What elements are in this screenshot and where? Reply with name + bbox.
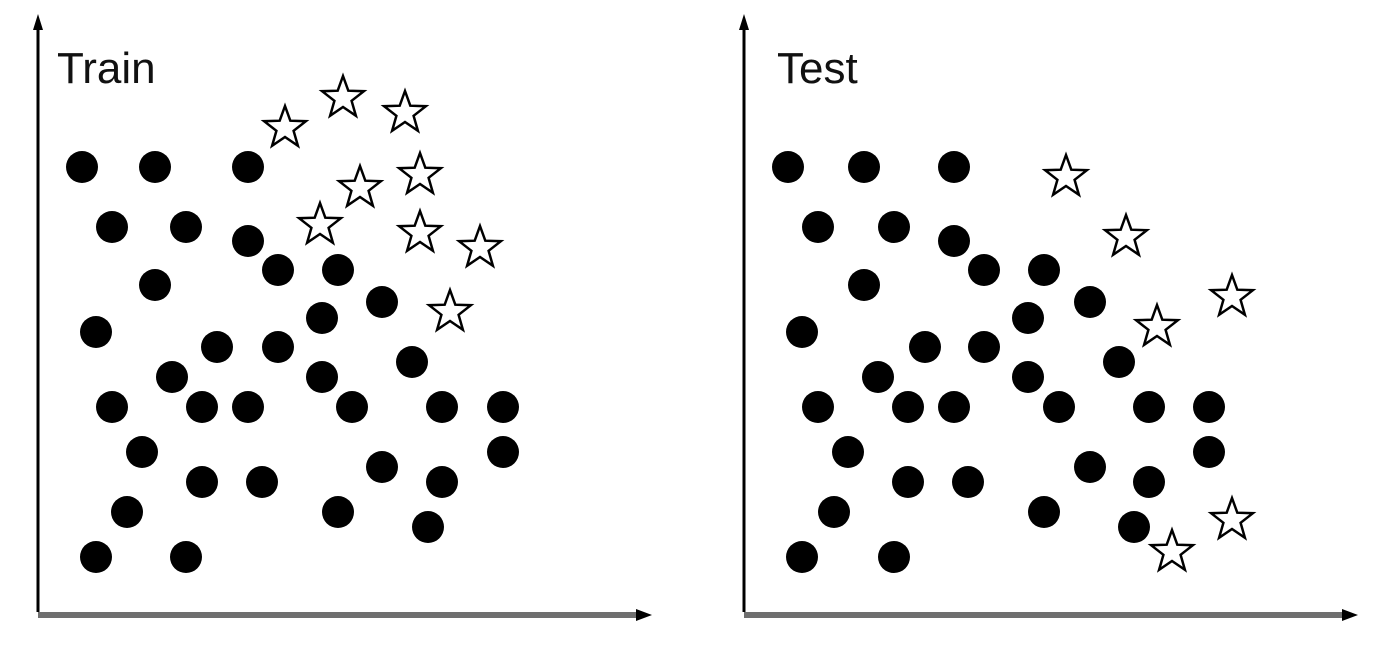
test-circle-point bbox=[786, 316, 818, 348]
train-circle-point bbox=[186, 466, 218, 498]
train-star-point bbox=[260, 102, 310, 149]
test-circle-point bbox=[1043, 391, 1075, 423]
test-circle-point bbox=[818, 496, 850, 528]
test-circle-point bbox=[968, 331, 1000, 363]
train-circle-point bbox=[366, 451, 398, 483]
test-y-axis-arrow bbox=[739, 14, 749, 30]
train-circle-point bbox=[232, 391, 264, 423]
test-panel: Test bbox=[739, 14, 1358, 621]
test-circle-point bbox=[1028, 496, 1060, 528]
train-circle-point bbox=[336, 391, 368, 423]
train-circle-point bbox=[96, 391, 128, 423]
train-star-point bbox=[395, 207, 445, 254]
train-circle-point bbox=[170, 211, 202, 243]
train-circle-point bbox=[396, 346, 428, 378]
train-circle-point bbox=[66, 151, 98, 183]
train-circle-point bbox=[126, 436, 158, 468]
test-x-axis-arrow bbox=[1342, 609, 1358, 621]
train-circle-point bbox=[306, 302, 338, 334]
train-circle-point bbox=[366, 286, 398, 318]
test-circle-point bbox=[1193, 436, 1225, 468]
train-circle-point bbox=[322, 254, 354, 286]
test-circle-point bbox=[786, 541, 818, 573]
train-star-point bbox=[425, 286, 475, 333]
train-circle-point bbox=[139, 151, 171, 183]
test-star-point bbox=[1207, 271, 1257, 318]
train-circle-point bbox=[80, 316, 112, 348]
train-circle-point bbox=[111, 496, 143, 528]
train-y-axis-arrow bbox=[33, 14, 43, 30]
train-circle-point bbox=[139, 269, 171, 301]
test-circle-point bbox=[1074, 451, 1106, 483]
test-circle-point bbox=[1133, 466, 1165, 498]
train-circle-point bbox=[96, 211, 128, 243]
test-circle-point bbox=[832, 436, 864, 468]
train-circle-point bbox=[262, 331, 294, 363]
train-x-axis-arrow bbox=[636, 609, 652, 621]
train-circle-point bbox=[156, 361, 188, 393]
test-circle-point bbox=[878, 211, 910, 243]
test-circle-point bbox=[1133, 391, 1165, 423]
train-circle-point bbox=[426, 391, 458, 423]
test-circle-point bbox=[1012, 302, 1044, 334]
test-star-point bbox=[1147, 526, 1197, 573]
test-circle-point bbox=[848, 269, 880, 301]
test-circle-point bbox=[848, 151, 880, 183]
train-panel-title: Train bbox=[57, 44, 156, 93]
test-circle-point bbox=[1012, 361, 1044, 393]
train-circle-point bbox=[322, 496, 354, 528]
train-circle-point bbox=[246, 466, 278, 498]
test-circle-point bbox=[968, 254, 1000, 286]
test-panel-title: Test bbox=[777, 44, 858, 93]
train-circle-point bbox=[170, 541, 202, 573]
test-points bbox=[772, 151, 1257, 573]
test-circle-point bbox=[938, 391, 970, 423]
train-circle-point bbox=[487, 391, 519, 423]
train-circle-point bbox=[262, 254, 294, 286]
test-circle-point bbox=[892, 391, 924, 423]
test-circle-point bbox=[772, 151, 804, 183]
train-circle-point bbox=[487, 436, 519, 468]
test-circle-point bbox=[802, 211, 834, 243]
test-circle-point bbox=[938, 225, 970, 257]
test-star-point bbox=[1207, 494, 1257, 541]
test-star-point bbox=[1132, 301, 1182, 348]
train-circle-point bbox=[412, 511, 444, 543]
test-circle-point bbox=[1028, 254, 1060, 286]
test-circle-point bbox=[862, 361, 894, 393]
train-star-point bbox=[395, 149, 445, 196]
test-circle-point bbox=[1103, 346, 1135, 378]
test-circle-point bbox=[802, 391, 834, 423]
train-star-point bbox=[455, 222, 505, 269]
train-circle-point bbox=[232, 151, 264, 183]
train-circle-point bbox=[306, 361, 338, 393]
test-circle-point bbox=[952, 466, 984, 498]
test-circle-point bbox=[1118, 511, 1150, 543]
train-panel: Train bbox=[33, 14, 652, 621]
train-star-point bbox=[318, 72, 368, 119]
test-circle-point bbox=[1074, 286, 1106, 318]
train-circle-point bbox=[186, 391, 218, 423]
train-star-point bbox=[295, 199, 345, 246]
test-circle-point bbox=[909, 331, 941, 363]
train-points bbox=[66, 72, 519, 573]
test-star-point bbox=[1041, 151, 1091, 198]
train-circle-point bbox=[201, 331, 233, 363]
train-circle-point bbox=[426, 466, 458, 498]
test-circle-point bbox=[1193, 391, 1225, 423]
test-circle-point bbox=[892, 466, 924, 498]
train-circle-point bbox=[232, 225, 264, 257]
test-circle-point bbox=[938, 151, 970, 183]
train-star-point bbox=[335, 162, 385, 209]
train-star-point bbox=[380, 87, 430, 134]
train-circle-point bbox=[80, 541, 112, 573]
test-circle-point bbox=[878, 541, 910, 573]
test-star-point bbox=[1101, 211, 1151, 258]
